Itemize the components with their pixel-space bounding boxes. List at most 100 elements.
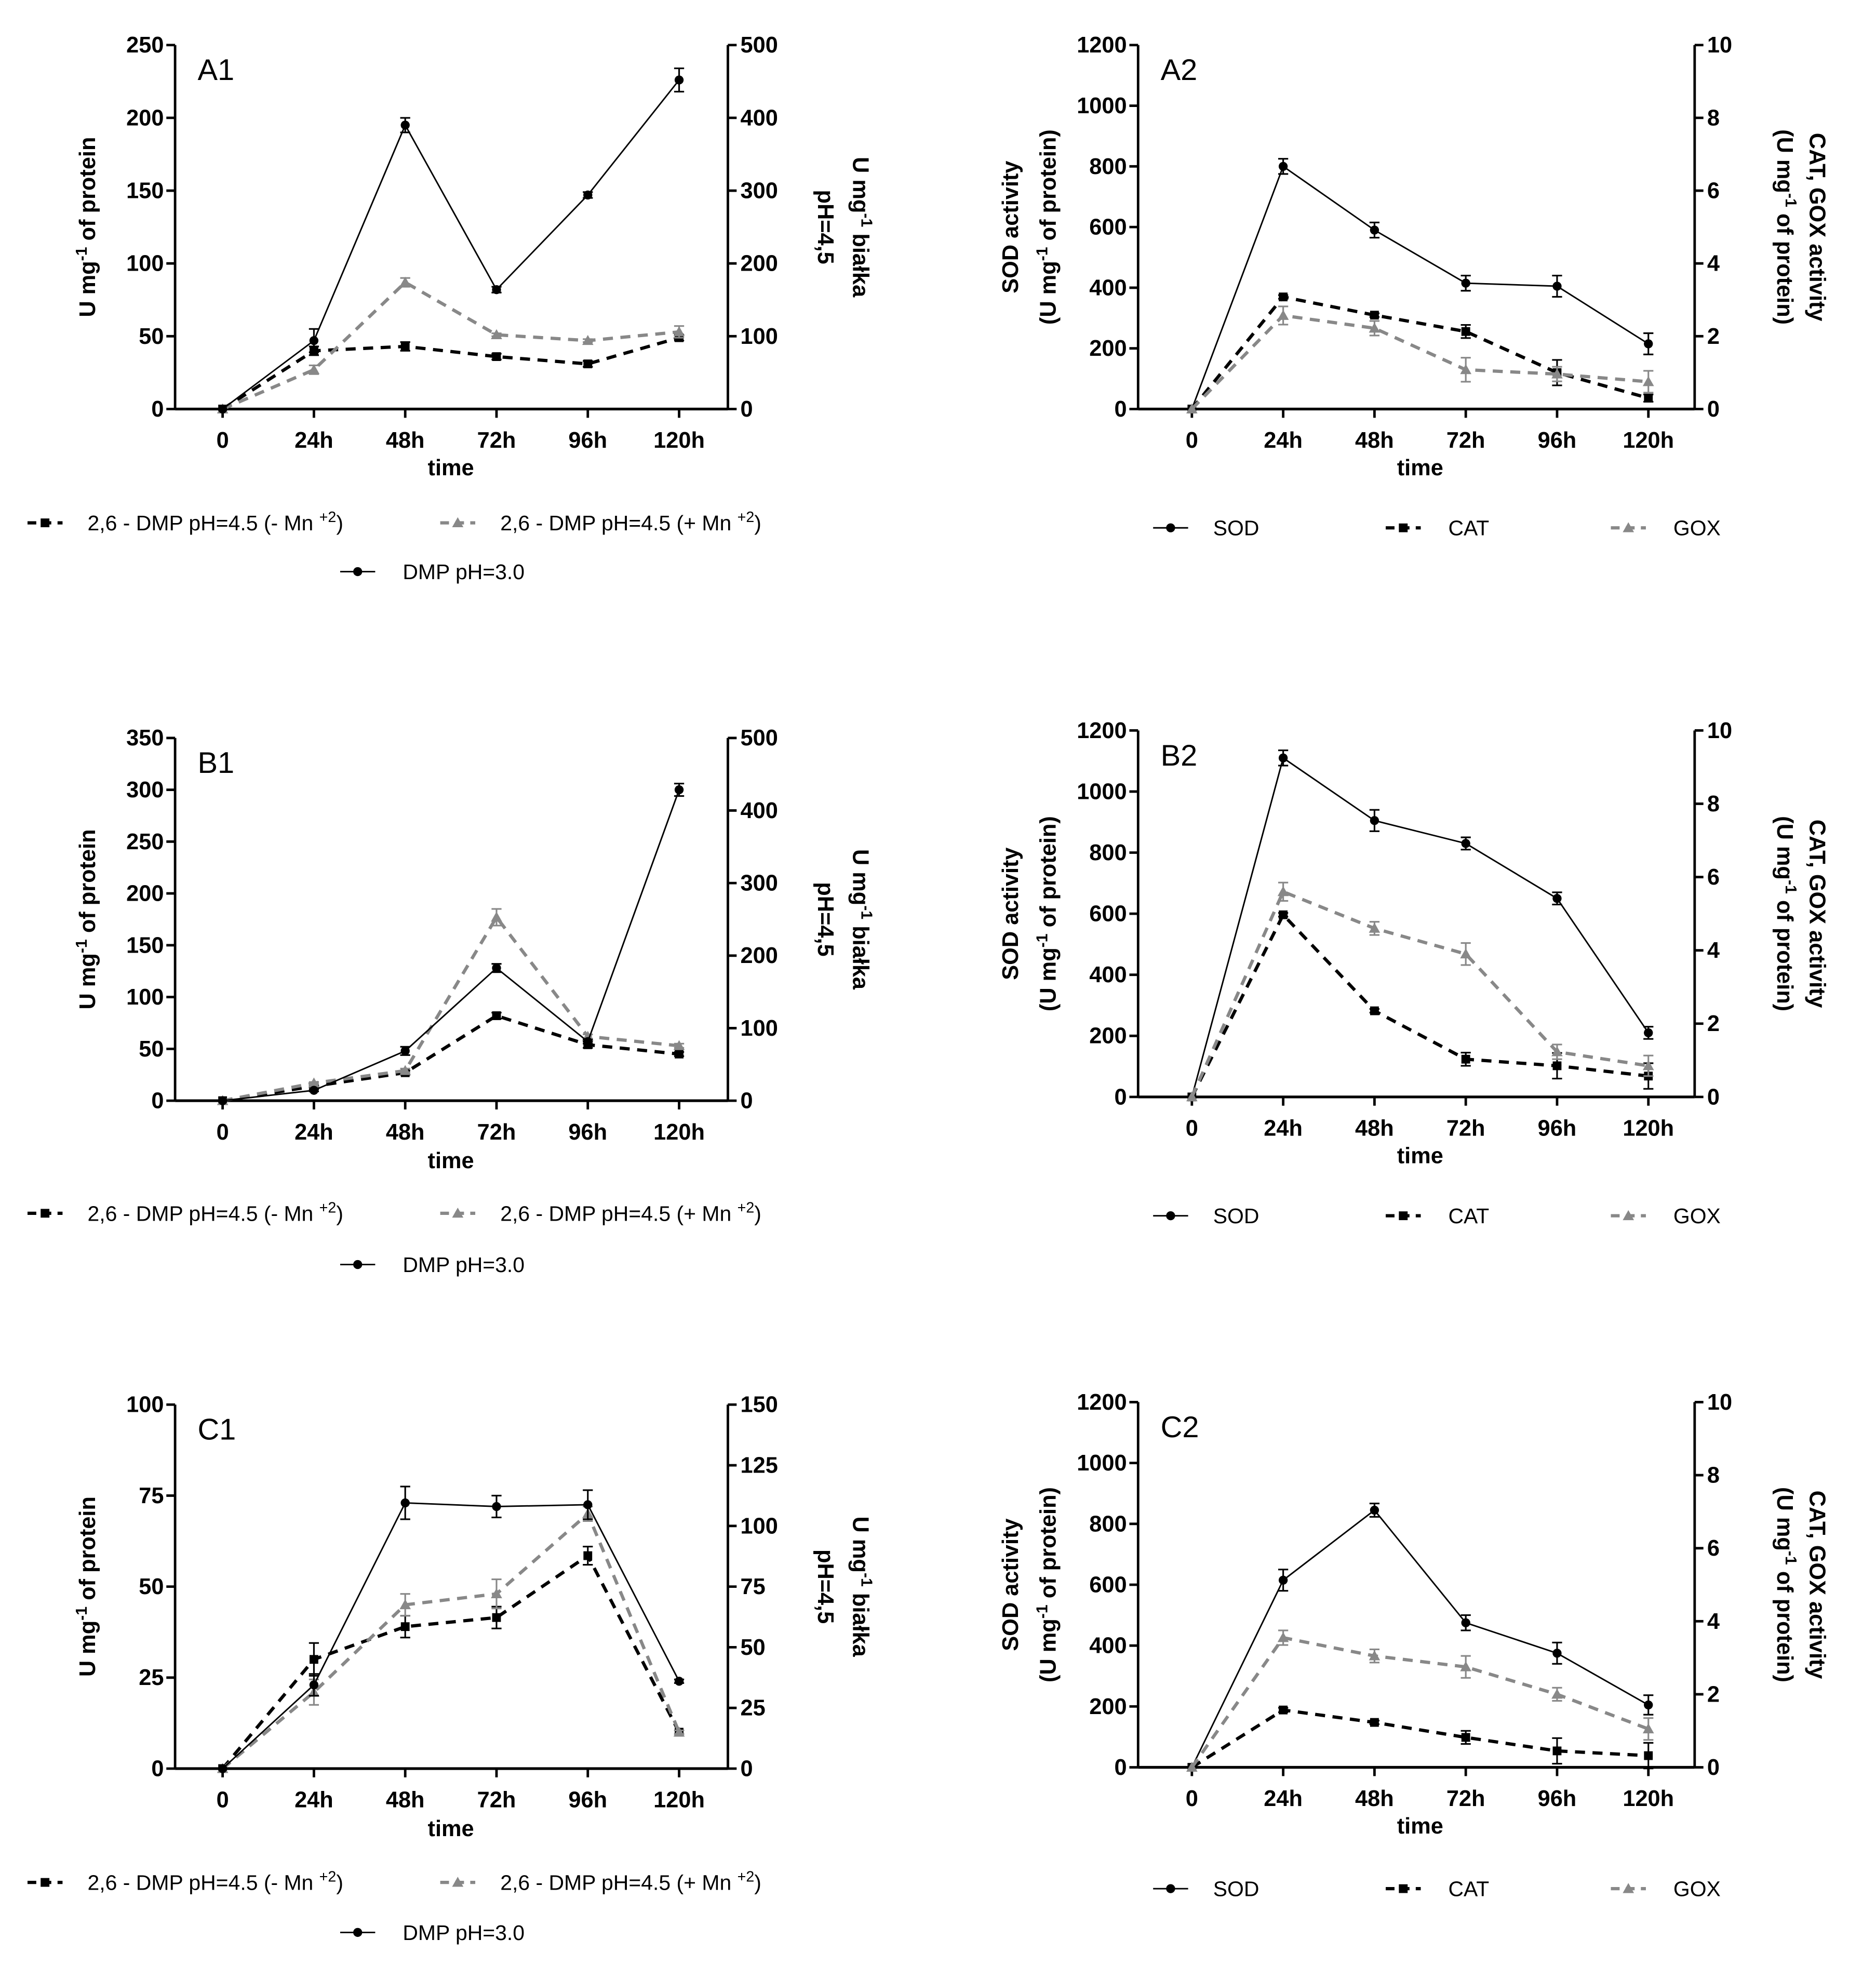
data-point (1461, 1733, 1470, 1742)
legend-marker (1623, 1883, 1634, 1893)
superscript: +2 (319, 1869, 337, 1885)
x-tick-label: 96h (568, 1120, 607, 1145)
data-point (400, 1498, 410, 1508)
data-point (1279, 910, 1288, 919)
left-tick-label: 600 (1089, 215, 1127, 240)
legend-label: 2,6 - DMP pH=4.5 (+ Mn +2) (500, 1199, 761, 1225)
right-tick-label: 150 (741, 1393, 778, 1417)
x-axis-title: time (1397, 456, 1443, 480)
legend-item: CAT (1386, 1877, 1489, 1901)
legend-label: CAT (1448, 516, 1489, 540)
left-tick-label: 1000 (1077, 93, 1127, 118)
data-point (1551, 1046, 1563, 1056)
legend-marker (1623, 522, 1634, 532)
right-tick-label: 2 (1707, 324, 1720, 349)
legend-label: 2,6 - DMP pH=4.5 (+ Mn +2) (500, 1869, 761, 1895)
text-part: białka (848, 1587, 873, 1657)
text-part: (U mg (1772, 1487, 1797, 1551)
superscript: -1 (73, 939, 90, 953)
left-tick-label: 25 (139, 1665, 164, 1690)
data-point (1369, 1650, 1381, 1661)
left-tick-label: 0 (1114, 397, 1127, 422)
right-tick-label: 75 (741, 1574, 766, 1599)
series-line (1190, 314, 1649, 410)
data-point (1277, 886, 1289, 897)
series-line (1191, 165, 1649, 409)
x-tick-label: 24h (1264, 428, 1303, 453)
legend-label: GOX (1673, 516, 1721, 540)
superscript: -1 (1034, 1604, 1051, 1618)
superscript: -1 (1782, 880, 1799, 894)
data-point (1642, 376, 1654, 386)
x-tick-label: 120h (653, 428, 705, 453)
superscript: -1 (1034, 933, 1051, 947)
text-part: białka (848, 227, 873, 298)
superscript: -1 (73, 247, 90, 261)
x-tick-label: 24h (1264, 1116, 1303, 1141)
superscript: +2 (738, 1199, 755, 1216)
panel-label: B2 (1161, 739, 1198, 772)
right-y-axis-title: pH=4,5 (813, 1549, 838, 1624)
x-tick-label: 72h (1446, 1116, 1485, 1141)
legend-label: SOD (1213, 1877, 1259, 1901)
legend-item: 2,6 - DMP pH=4.5 (+ Mn +2) (440, 1199, 761, 1225)
data-point (583, 359, 593, 369)
text-part: ) (754, 1871, 761, 1895)
text-part: GOX (1673, 516, 1721, 540)
left-tick-label: 50 (139, 1037, 164, 1062)
data-point (583, 190, 593, 200)
x-tick-label: 96h (568, 1788, 607, 1813)
left-tick-label: 0 (151, 397, 164, 422)
right-tick-label: 10 (1707, 718, 1732, 743)
text-part: U mg (848, 849, 873, 905)
text-part: U mg (848, 1517, 873, 1573)
left-y-axis-title: SOD activity (998, 847, 1023, 980)
text-part: ) (754, 511, 761, 535)
text-part: 2,6 - DMP pH=4.5 (+ Mn (500, 1871, 737, 1895)
data-point (583, 1037, 593, 1047)
x-tick-label: 96h (1538, 428, 1577, 453)
right-tick-label: 100 (741, 324, 778, 349)
text-part: (U mg (1036, 1618, 1061, 1682)
right-y-axis-title: U mg-1 białka (848, 849, 875, 990)
right-tick-label: 300 (741, 178, 778, 203)
data-point (1644, 1700, 1653, 1710)
data-point (400, 1622, 410, 1631)
text-part: of protein) (1036, 1487, 1061, 1604)
text-part: of protein (75, 1496, 100, 1607)
left-tick-label: 100 (126, 1393, 164, 1417)
data-point (399, 1599, 411, 1610)
legend-item: SOD (1153, 516, 1259, 540)
data-point (492, 964, 501, 973)
series-line (1190, 889, 1649, 1098)
data-point (1186, 1761, 1198, 1772)
left-y-axis-title: U mg-1 of protein (73, 137, 101, 317)
right-tick-label: 2 (1707, 1682, 1720, 1707)
data-point (1460, 948, 1472, 959)
text-part: CAT (1448, 1877, 1489, 1901)
left-tick-label: 150 (126, 933, 164, 958)
text-part: ) (336, 1201, 343, 1225)
left-y-axis-title: SOD activity (998, 160, 1023, 293)
panel-label: C1 (197, 1413, 236, 1447)
x-tick-label: 24h (294, 1120, 333, 1145)
legend-label: DMP pH=3.0 (403, 560, 525, 584)
data-point (1370, 1006, 1379, 1015)
data-point (673, 326, 685, 337)
left-tick-label: 200 (1089, 1694, 1127, 1719)
text-part: (U mg (1036, 261, 1061, 325)
right-tick-label: 4 (1707, 938, 1720, 963)
superscript: -1 (1782, 1551, 1799, 1565)
data-point (1460, 364, 1472, 374)
panel-label: A2 (1161, 53, 1198, 87)
text-part: CAT (1448, 1204, 1489, 1228)
superscript: -1 (1782, 193, 1799, 207)
x-tick-label: 48h (386, 1120, 425, 1145)
right-tick-label: 8 (1707, 105, 1720, 130)
legend-item: CAT (1386, 516, 1489, 540)
series-1 (217, 276, 685, 413)
data-point (492, 1613, 501, 1622)
series-1 (1187, 1705, 1654, 1772)
left-tick-label: 1200 (1077, 1390, 1127, 1415)
legend-item: 2,6 - DMP pH=4.5 (- Mn +2) (27, 1869, 343, 1895)
